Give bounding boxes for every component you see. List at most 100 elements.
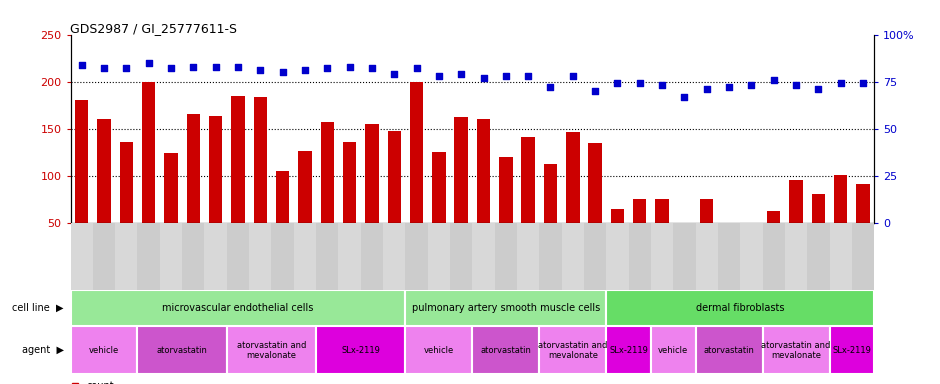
Bar — [829, 223, 852, 290]
Point — [833, 80, 848, 86]
Point — [454, 71, 469, 77]
Text: vehicle: vehicle — [658, 346, 688, 355]
Text: vehicle: vehicle — [89, 346, 119, 355]
Bar — [160, 223, 182, 290]
Bar — [700, 199, 713, 270]
Bar — [829, 326, 874, 374]
Point — [164, 65, 179, 71]
Bar — [205, 223, 227, 290]
Point — [543, 84, 558, 90]
Bar — [517, 223, 540, 290]
Point — [141, 60, 156, 66]
Bar — [655, 199, 668, 270]
Bar — [477, 119, 491, 270]
Text: atorvastatin: atorvastatin — [704, 346, 755, 355]
Point — [386, 71, 401, 77]
Text: GDS2987 / GI_25777611-S: GDS2987 / GI_25777611-S — [70, 22, 238, 35]
Point — [633, 80, 648, 86]
Bar — [566, 132, 579, 270]
Text: SLx-2119: SLx-2119 — [833, 346, 871, 355]
Bar — [384, 223, 405, 290]
Point — [521, 73, 536, 79]
Bar — [272, 223, 293, 290]
Point — [476, 75, 491, 81]
Text: pulmonary artery smooth muscle cells: pulmonary artery smooth muscle cells — [412, 303, 600, 313]
Bar — [606, 326, 650, 374]
Point — [855, 80, 870, 86]
Bar — [428, 223, 450, 290]
Bar — [137, 326, 227, 374]
Point — [677, 94, 692, 100]
Bar — [405, 223, 428, 290]
Bar — [387, 131, 400, 270]
Point — [208, 63, 223, 70]
Text: microvascular endothelial cells: microvascular endothelial cells — [163, 303, 314, 313]
Bar — [231, 96, 244, 270]
Bar — [316, 326, 405, 374]
Bar — [696, 326, 762, 374]
Text: dermal fibroblasts: dermal fibroblasts — [696, 303, 785, 313]
Bar — [499, 157, 512, 270]
Bar — [338, 223, 361, 290]
Bar — [611, 209, 624, 270]
Bar — [227, 326, 316, 374]
Text: cell line  ▶: cell line ▶ — [12, 303, 64, 313]
Bar — [186, 114, 200, 270]
Point — [320, 65, 335, 71]
Bar — [650, 223, 673, 290]
Bar — [588, 143, 602, 270]
Bar — [293, 223, 316, 290]
Bar — [98, 119, 111, 270]
Bar — [343, 142, 356, 270]
Point — [118, 65, 133, 71]
Point — [744, 82, 759, 88]
Bar — [678, 244, 691, 270]
Point — [789, 82, 804, 88]
Text: SLx-2119: SLx-2119 — [609, 346, 648, 355]
Point — [297, 67, 312, 73]
Point — [230, 63, 245, 70]
Bar — [209, 116, 222, 270]
Point — [766, 77, 781, 83]
Bar — [494, 223, 517, 290]
Point — [275, 69, 290, 75]
Bar — [852, 223, 874, 290]
Bar — [722, 223, 736, 270]
Bar — [740, 223, 762, 290]
Bar — [70, 290, 405, 326]
Bar — [142, 82, 155, 270]
Bar — [182, 223, 204, 290]
Bar — [75, 101, 88, 270]
Bar — [365, 124, 379, 270]
Bar — [629, 223, 650, 290]
Bar — [543, 164, 557, 270]
Point — [811, 86, 826, 92]
Bar — [584, 223, 606, 290]
Bar — [718, 223, 740, 290]
Bar — [790, 180, 803, 270]
Bar — [454, 118, 468, 270]
Bar — [650, 326, 696, 374]
Text: atorvastatin and
mevalonate: atorvastatin and mevalonate — [237, 341, 306, 360]
Point — [342, 63, 357, 70]
Bar — [811, 195, 825, 270]
Bar — [227, 223, 249, 290]
Point — [186, 63, 201, 70]
Bar — [785, 223, 807, 290]
Point — [97, 65, 112, 71]
Bar — [298, 151, 311, 270]
Bar — [472, 223, 494, 290]
Text: atorvastatin and
mevalonate: atorvastatin and mevalonate — [538, 341, 607, 360]
Point — [431, 73, 446, 79]
Bar — [522, 137, 535, 270]
Bar — [432, 152, 446, 270]
Bar — [275, 171, 290, 270]
Point — [409, 65, 424, 71]
Bar — [316, 223, 338, 290]
Bar — [361, 223, 384, 290]
Bar — [762, 326, 829, 374]
Bar — [115, 223, 137, 290]
Point — [588, 88, 603, 94]
Bar — [767, 212, 780, 270]
Text: agent  ▶: agent ▶ — [22, 345, 64, 356]
